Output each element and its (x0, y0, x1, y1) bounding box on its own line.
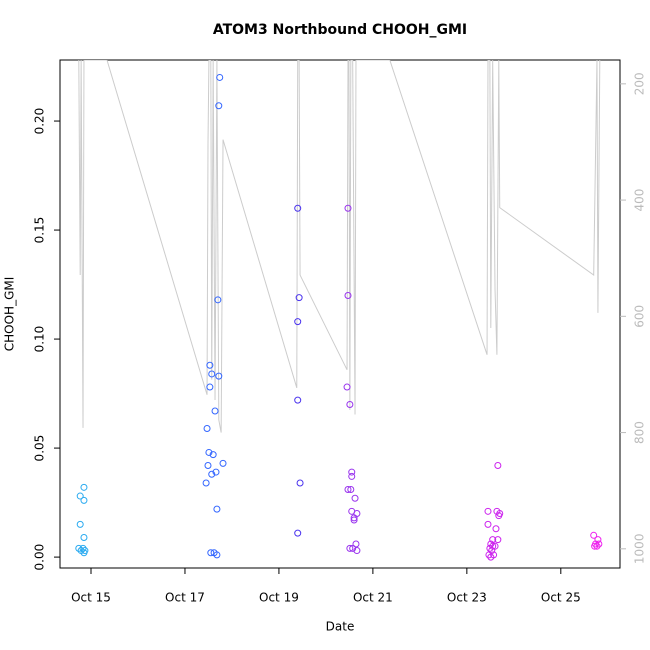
x-tick-label: Oct 19 (259, 591, 299, 605)
point (219, 459, 227, 467)
x-tick-label: Oct 25 (541, 591, 581, 605)
point (215, 372, 223, 380)
point (353, 509, 361, 517)
point (209, 451, 217, 459)
x-tick-label: Oct 23 (447, 591, 487, 605)
point (344, 204, 352, 212)
y-axis-label: CHOOH_GMI (3, 277, 17, 352)
point (489, 536, 497, 544)
point (351, 494, 359, 502)
point (213, 505, 221, 513)
point (216, 73, 224, 81)
y2-tick-label: 200 (633, 72, 647, 95)
point (492, 525, 500, 533)
point (344, 291, 352, 299)
point (593, 542, 601, 550)
point (203, 424, 211, 432)
point (294, 318, 302, 326)
point (204, 462, 212, 470)
point (214, 296, 222, 304)
point (208, 370, 216, 378)
point (350, 514, 358, 522)
point (347, 486, 355, 494)
point (353, 547, 361, 555)
y-tick-label: 0.15 (33, 217, 47, 244)
point (495, 512, 503, 520)
point (295, 294, 303, 302)
point (494, 462, 502, 470)
point (80, 483, 88, 491)
point (212, 468, 220, 476)
point (80, 549, 88, 557)
x-axis-label: Date (326, 620, 355, 634)
point (296, 479, 304, 487)
y2-tick-label: 800 (633, 421, 647, 444)
point (343, 383, 351, 391)
point (484, 507, 492, 515)
point (215, 102, 223, 110)
point (591, 542, 599, 550)
point (349, 544, 357, 552)
point (76, 492, 84, 500)
point (79, 544, 87, 552)
y-tick-label: 0.10 (33, 326, 47, 353)
y2-tick-label: 1000 (633, 534, 647, 565)
point (206, 383, 214, 391)
chart-title: ATOM3 Northbound CHOOH_GMI (213, 22, 467, 38)
point (494, 536, 502, 544)
point (211, 407, 219, 415)
point (348, 468, 356, 476)
point (208, 470, 216, 478)
line-layer (78, 60, 601, 433)
y2-tick-label: 600 (633, 305, 647, 328)
x-tick-label: Oct 15 (71, 591, 111, 605)
x-tick-label: Oct 17 (165, 591, 205, 605)
pressure-line (78, 60, 601, 433)
point (294, 204, 302, 212)
point (80, 496, 88, 504)
point (344, 486, 352, 494)
point (484, 520, 492, 528)
point (346, 400, 354, 408)
point (490, 551, 498, 559)
point (348, 472, 356, 480)
point (207, 549, 215, 557)
point (76, 520, 84, 528)
point (202, 479, 210, 487)
point (294, 529, 302, 537)
plot-box (59, 59, 621, 569)
point (350, 516, 358, 524)
y2-tick-label: 400 (633, 189, 647, 212)
y-tick-label: 0.00 (33, 544, 47, 571)
point (487, 540, 495, 548)
y-tick-label: 0.20 (33, 108, 47, 135)
y-tick-label: 0.05 (33, 435, 47, 462)
point (486, 544, 494, 552)
point (75, 544, 83, 552)
point (485, 551, 493, 559)
point (595, 540, 603, 548)
point (352, 540, 360, 548)
x-tick-label: Oct 21 (353, 591, 393, 605)
point (206, 361, 214, 369)
point (346, 544, 354, 552)
point (80, 533, 88, 541)
point (213, 551, 221, 559)
point (590, 531, 598, 539)
point (294, 396, 302, 404)
point (205, 448, 213, 456)
